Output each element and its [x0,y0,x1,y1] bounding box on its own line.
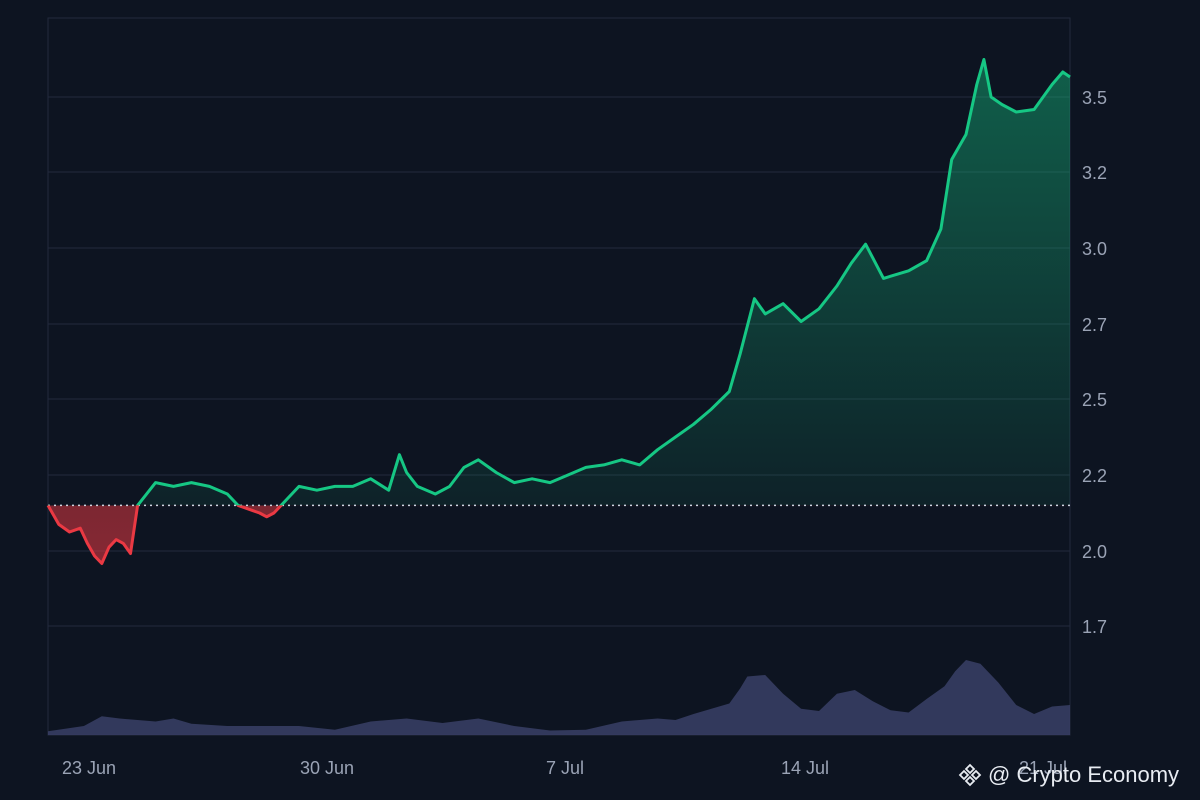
x-tick-label: 7 Jul [546,758,584,778]
area-up [137,59,1070,506]
binance-diamond-icon [958,763,982,787]
x-tick-label: 21 Jul [1019,758,1067,778]
line-up [48,58,1071,506]
watermark-text: @ Crypto Economy [988,762,1180,787]
y-tick-label: 3.0 [1082,239,1107,259]
y-tick-label: 1.7 [1082,617,1107,637]
y-tick-label: 2.7 [1082,315,1107,335]
x-tick-label: 30 Jun [300,758,354,778]
watermark: @ Crypto Economy [958,760,1179,790]
y-tick-label: 3.2 [1082,163,1107,183]
y-tick-label: 2.5 [1082,390,1107,410]
x-tick-label: 14 Jul [781,758,829,778]
volume-series [48,660,1070,735]
y-tick-label: 2.0 [1082,542,1107,562]
x-tick-label: 23 Jun [62,758,116,778]
x-axis-ticks: 23 Jun 30 Jun 7 Jul 14 Jul 21 Jul [62,758,1067,778]
volume-area [48,660,1070,735]
price-area [48,59,1070,564]
price-line [46,58,1071,565]
y-axis-ticks: 1.7 2.0 2.2 2.5 2.7 3.0 3.2 3.5 [1082,88,1107,637]
y-tick-label: 3.5 [1082,88,1107,108]
y-tick-label: 2.2 [1082,466,1107,486]
